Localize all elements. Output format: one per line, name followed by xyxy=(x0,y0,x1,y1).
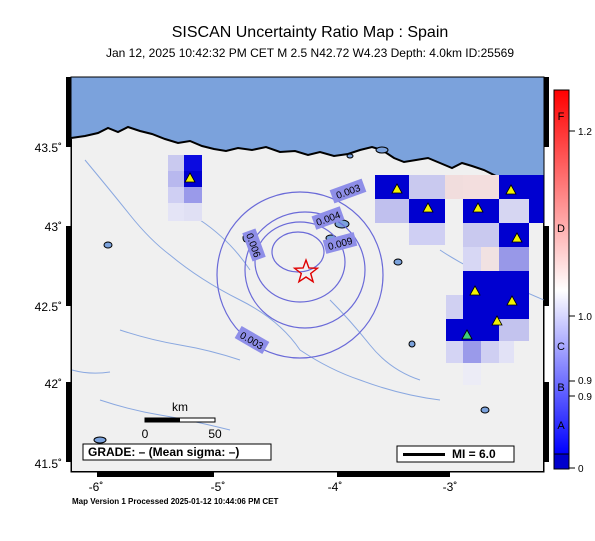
station-marker xyxy=(491,315,503,326)
lon-label: -6˚ xyxy=(89,480,104,494)
lat-label: 43˚ xyxy=(45,220,62,234)
colorbar-value: 0.9 xyxy=(578,376,592,387)
longitude-labels: -6˚ -5˚ -4˚ -3˚ xyxy=(89,480,458,494)
lat-label: 42˚ xyxy=(45,377,62,391)
station-marker xyxy=(511,232,523,243)
colorbar: F D C B A 1.2 1.0 0.9 0.9 0 xyxy=(553,89,592,475)
colorbar-letter: F xyxy=(558,111,565,123)
epicenter-star xyxy=(292,257,320,284)
uncertainty-grid xyxy=(168,155,544,385)
mi-text: MI = 6.0 xyxy=(452,447,496,461)
scale-bar: km 0 50 xyxy=(142,400,222,441)
colorbar-letter: B xyxy=(557,382,564,394)
lon-label: -4˚ xyxy=(328,480,343,494)
station-marker xyxy=(422,202,434,213)
colorbar-value: 0 xyxy=(578,464,584,475)
colorbar-below xyxy=(553,453,570,470)
colorbar-value: 1.2 xyxy=(578,127,592,138)
stations xyxy=(184,172,523,340)
lat-label: 42.5˚ xyxy=(35,300,62,314)
scale-tick: 50 xyxy=(208,427,222,441)
grade-box: GRADE: – (Mean sigma: –) xyxy=(82,443,272,461)
scale-unit: km xyxy=(172,400,188,414)
colorbar-value: 1.0 xyxy=(578,312,592,323)
grade-text: GRADE: – (Mean sigma: –) xyxy=(88,445,239,459)
lon-label: -3˚ xyxy=(443,480,458,494)
lat-label: 41.5˚ xyxy=(35,457,62,471)
map-area xyxy=(71,77,544,472)
processing-footer: Map Version 1 Processed 2025-01-12 10:44… xyxy=(72,497,279,506)
station-marker xyxy=(469,285,481,296)
map-title: SISCAN Uncertainty Ratio Map : Spain xyxy=(171,24,449,41)
lon-label: -5˚ xyxy=(211,480,226,494)
latitude-labels: 43.5˚ 43˚ 42.5˚ 42˚ 41.5˚ xyxy=(35,141,62,471)
uncertainty-contours xyxy=(216,191,384,359)
frame-ticks xyxy=(66,77,549,477)
station-marker xyxy=(472,202,484,213)
station-marker xyxy=(461,329,473,340)
colorbar-letter: C xyxy=(557,341,565,353)
station-marker xyxy=(506,295,518,306)
station-marker xyxy=(505,184,517,195)
colorbar-value: 0.9 xyxy=(578,392,592,403)
rivers xyxy=(71,159,544,431)
event-subtitle: Jan 12, 2025 10:42:32 PM CET M 2.5 N42.7… xyxy=(105,46,515,60)
station-marker xyxy=(391,183,403,194)
scale-tick: 0 xyxy=(142,427,149,441)
lat-label: 43.5˚ xyxy=(35,141,62,155)
mi-box: MI = 6.0 xyxy=(396,445,515,463)
colorbar-gradient xyxy=(553,89,570,455)
colorbar-letter: A xyxy=(557,420,565,432)
station-marker xyxy=(184,172,196,183)
colorbar-letter: D xyxy=(557,223,565,235)
